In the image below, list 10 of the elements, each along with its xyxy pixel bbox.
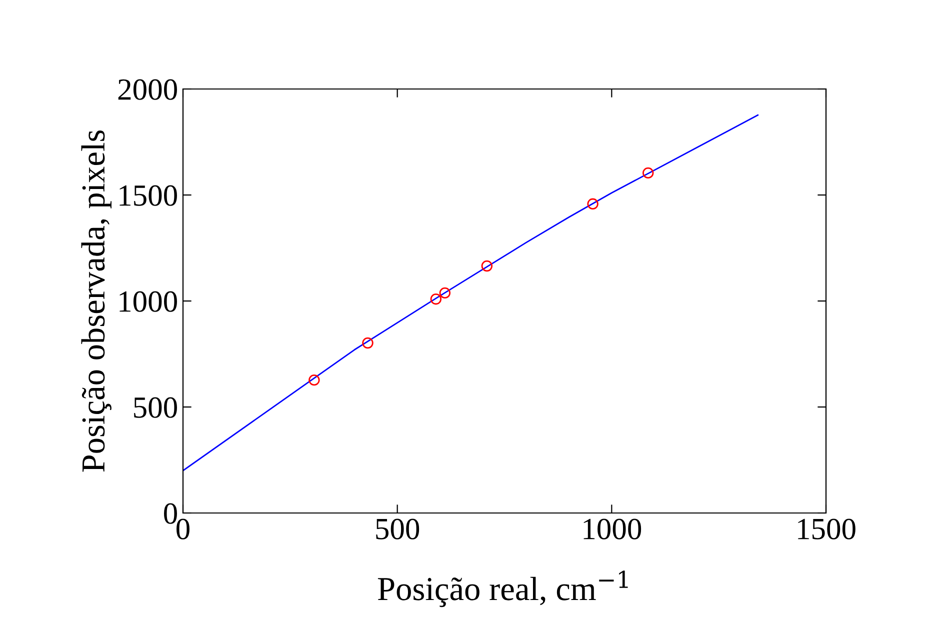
y-tick-label: 1000 <box>120 291 177 312</box>
x-tick-label: 500 <box>376 518 420 540</box>
y-tick-label: 2000 <box>118 79 177 100</box>
y-axis-title: Posição observada, pixels <box>81 130 112 472</box>
x-tick-label: 1000 <box>584 518 642 540</box>
y-tick-label: 0 <box>164 503 177 524</box>
x-tick-label: 1500 <box>798 518 856 540</box>
y-tick-label: 1500 <box>120 185 177 206</box>
x-axis-title: Posição real, cm$^{−1}$ <box>378 570 628 608</box>
y-tick-label: 500 <box>134 397 177 418</box>
